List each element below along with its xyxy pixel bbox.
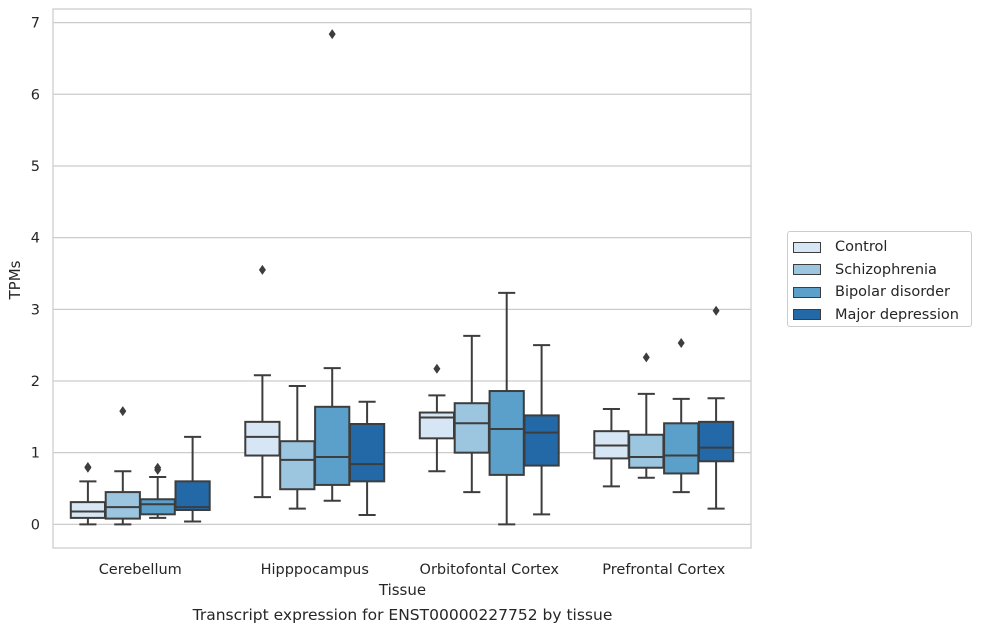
box-schizophrenia-cerebellum <box>104 406 141 526</box>
outlier-point <box>712 305 720 316</box>
iqr-box <box>488 390 525 476</box>
x-axis-label: Tissue <box>378 581 426 599</box>
y-tick-label: 4 <box>31 231 40 247</box>
legend-label-control: Control <box>835 239 888 256</box>
iqr-box <box>697 420 735 463</box>
box-schizophrenia-orbitofontal-cortex <box>453 334 490 494</box>
iqr-box <box>174 480 211 512</box>
iqr-box <box>69 501 107 519</box>
legend-swatch-schizophrenia <box>793 264 821 276</box>
iqr-box <box>418 411 456 440</box>
y-axis-label: TPMs <box>6 260 24 300</box>
y-tick-label: 0 <box>31 517 40 533</box>
iqr-box <box>139 498 176 516</box>
box-major-depression-prefrontal-cortex <box>697 305 735 510</box>
y-tick-label: 3 <box>31 302 40 318</box>
outlier-point <box>328 29 336 40</box>
x-tick-label: Orbitofontal Cortex <box>420 562 560 578</box>
outlier-point <box>119 406 127 417</box>
x-tick-label: Hipppocampus <box>261 562 369 578</box>
box-major-depression-orbitofontal-cortex <box>523 344 560 516</box>
box-schizophrenia-prefrontal-cortex <box>628 352 665 479</box>
legend-label-bipolar: Bipolar disorder <box>835 284 950 301</box>
iqr-box <box>663 422 700 475</box>
box-bipolar-disorder-prefrontal-cortex <box>663 338 700 494</box>
figure-caption: Transcript expression for ENST0000022775… <box>192 606 613 624</box>
outlier-point <box>677 338 685 349</box>
box-schizophrenia-hipppocampus <box>279 385 316 510</box>
y-tick-labels: 0 1 2 3 4 5 6 7 <box>31 16 40 534</box>
box-control-prefrontal-cortex <box>593 407 630 488</box>
box-bipolar-disorder-hipppocampus <box>314 29 351 502</box>
box-bipolar-disorder-orbitofontal-cortex <box>488 291 525 526</box>
legend-label-major-depression: Major depression <box>835 306 959 323</box>
outlier-point <box>84 462 92 473</box>
legend: Control Schizophrenia Bipolar disorder M… <box>787 231 972 327</box>
box-bipolar-disorder-cerebellum <box>139 462 176 519</box>
legend-label-schizophrenia: Schizophrenia <box>835 261 937 278</box>
legend-swatch-control <box>793 241 821 253</box>
x-tick-labels: Cerebellum Hipppocampus Orbitofontal Corte… <box>99 562 726 578</box>
iqr-box <box>453 402 490 454</box>
outlier-point <box>433 363 441 374</box>
legend-item-major-depression: Major depression <box>792 304 971 327</box>
plot-frame <box>52 8 752 549</box>
y-tick-label: 7 <box>31 16 40 32</box>
y-tick-label: 1 <box>31 446 40 462</box>
box-control-orbitofontal-cortex <box>418 363 456 473</box>
box-major-depression-hipppocampus <box>348 400 386 517</box>
legend-item-schizophrenia: Schizophrenia <box>792 259 971 282</box>
y-tick-label: 5 <box>31 159 40 175</box>
gridlines <box>53 21 751 525</box>
boxes-layer <box>69 29 735 526</box>
iqr-box <box>104 491 141 520</box>
outlier-point <box>258 264 266 275</box>
outlier-point <box>154 464 162 475</box>
box-control-cerebellum <box>69 462 107 526</box>
y-tick-label: 6 <box>31 87 40 103</box>
iqr-box <box>523 414 560 467</box>
iqr-box <box>244 420 281 457</box>
y-tick-label: 2 <box>31 374 40 390</box>
outlier-point <box>642 352 650 363</box>
iqr-box <box>279 440 316 491</box>
legend-item-bipolar: Bipolar disorder <box>792 281 971 304</box>
iqr-box <box>348 423 386 483</box>
x-tick-label: Cerebellum <box>99 562 182 578</box>
legend-swatch-bipolar <box>793 286 821 298</box>
legend-item-control: Control <box>792 236 971 259</box>
box-major-depression-cerebellum <box>174 435 211 523</box>
legend-swatch-major-depression <box>793 309 821 321</box>
box-control-hipppocampus <box>244 264 281 499</box>
x-tick-label: Prefrontal Cortex <box>602 562 725 578</box>
iqr-box <box>628 433 665 469</box>
iqr-box <box>314 405 351 486</box>
